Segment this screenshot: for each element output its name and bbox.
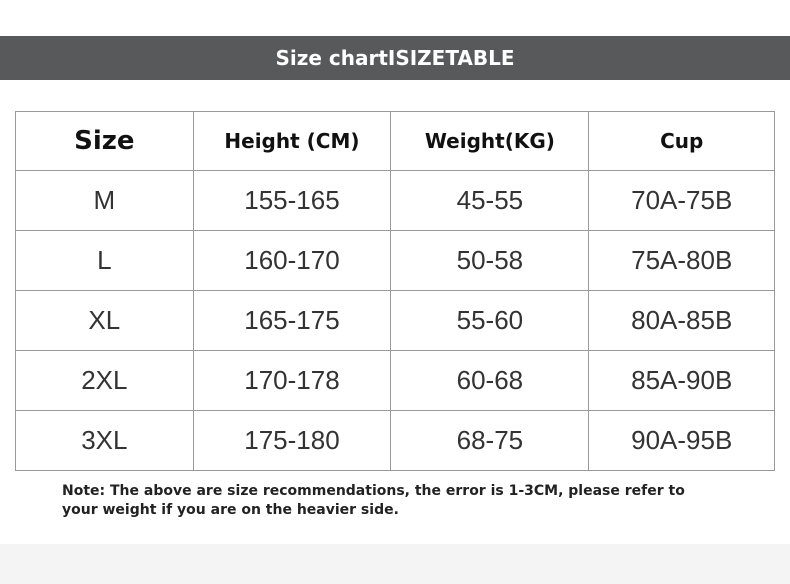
note: Note: The above are size recommendations… [62, 483, 685, 518]
table-cell: 70A-75B [588, 170, 775, 231]
column-header: Height (CM) [192, 111, 392, 171]
table-row: XL 165-175 55-60 80A-85B [15, 290, 775, 351]
table-cell: 75A-80B [588, 230, 775, 291]
table-body: M 155-165 45-55 70A-75B L 160-170 50-58 75A-80B… [15, 170, 775, 471]
column-header: Cup [588, 111, 775, 171]
table-cell: 68-75 [390, 410, 590, 471]
column-header: Size [15, 111, 194, 171]
table-cell: 3XL [15, 410, 194, 471]
table-cell: 90A-95B [588, 410, 775, 471]
table-cell: 170-178 [192, 350, 392, 411]
table-cell: 55-60 [390, 290, 590, 351]
table-cell: L [15, 230, 194, 291]
table-cell: 155-165 [192, 170, 392, 231]
table-cell: 2XL [15, 350, 194, 411]
table-cell: 175-180 [192, 410, 392, 471]
size-table: Size Height (CM) Weight(KG) Cup M 155-165 45-… [15, 111, 775, 471]
footer-band [0, 544, 790, 584]
table-cell: 80A-85B [588, 290, 775, 351]
table-cell: M [15, 170, 194, 231]
table-row: L 160-170 50-58 75A-80B [15, 230, 775, 291]
title-bar: Size chartISIZETABLE [0, 36, 790, 80]
table-cell: 45-55 [390, 170, 590, 231]
column-header: Weight(KG) [390, 111, 590, 171]
table-cell: 165-175 [192, 290, 392, 351]
table-cell: 85A-90B [588, 350, 775, 411]
table-row: M 155-165 45-55 70A-75B [15, 170, 775, 231]
table-row: 2XL 170-178 60-68 85A-90B [15, 350, 775, 411]
table-cell: 60-68 [390, 350, 590, 411]
table-row: 3XL 175-180 68-75 90A-95B [15, 410, 775, 471]
table-cell: 160-170 [192, 230, 392, 291]
header-row: Size Height (CM) Weight(KG) Cup [15, 111, 775, 171]
table-cell: 50-58 [390, 230, 590, 291]
table-cell: XL [15, 290, 194, 351]
